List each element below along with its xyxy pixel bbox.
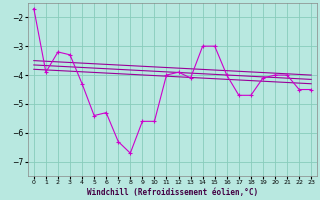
X-axis label: Windchill (Refroidissement éolien,°C): Windchill (Refroidissement éolien,°C)	[87, 188, 258, 197]
